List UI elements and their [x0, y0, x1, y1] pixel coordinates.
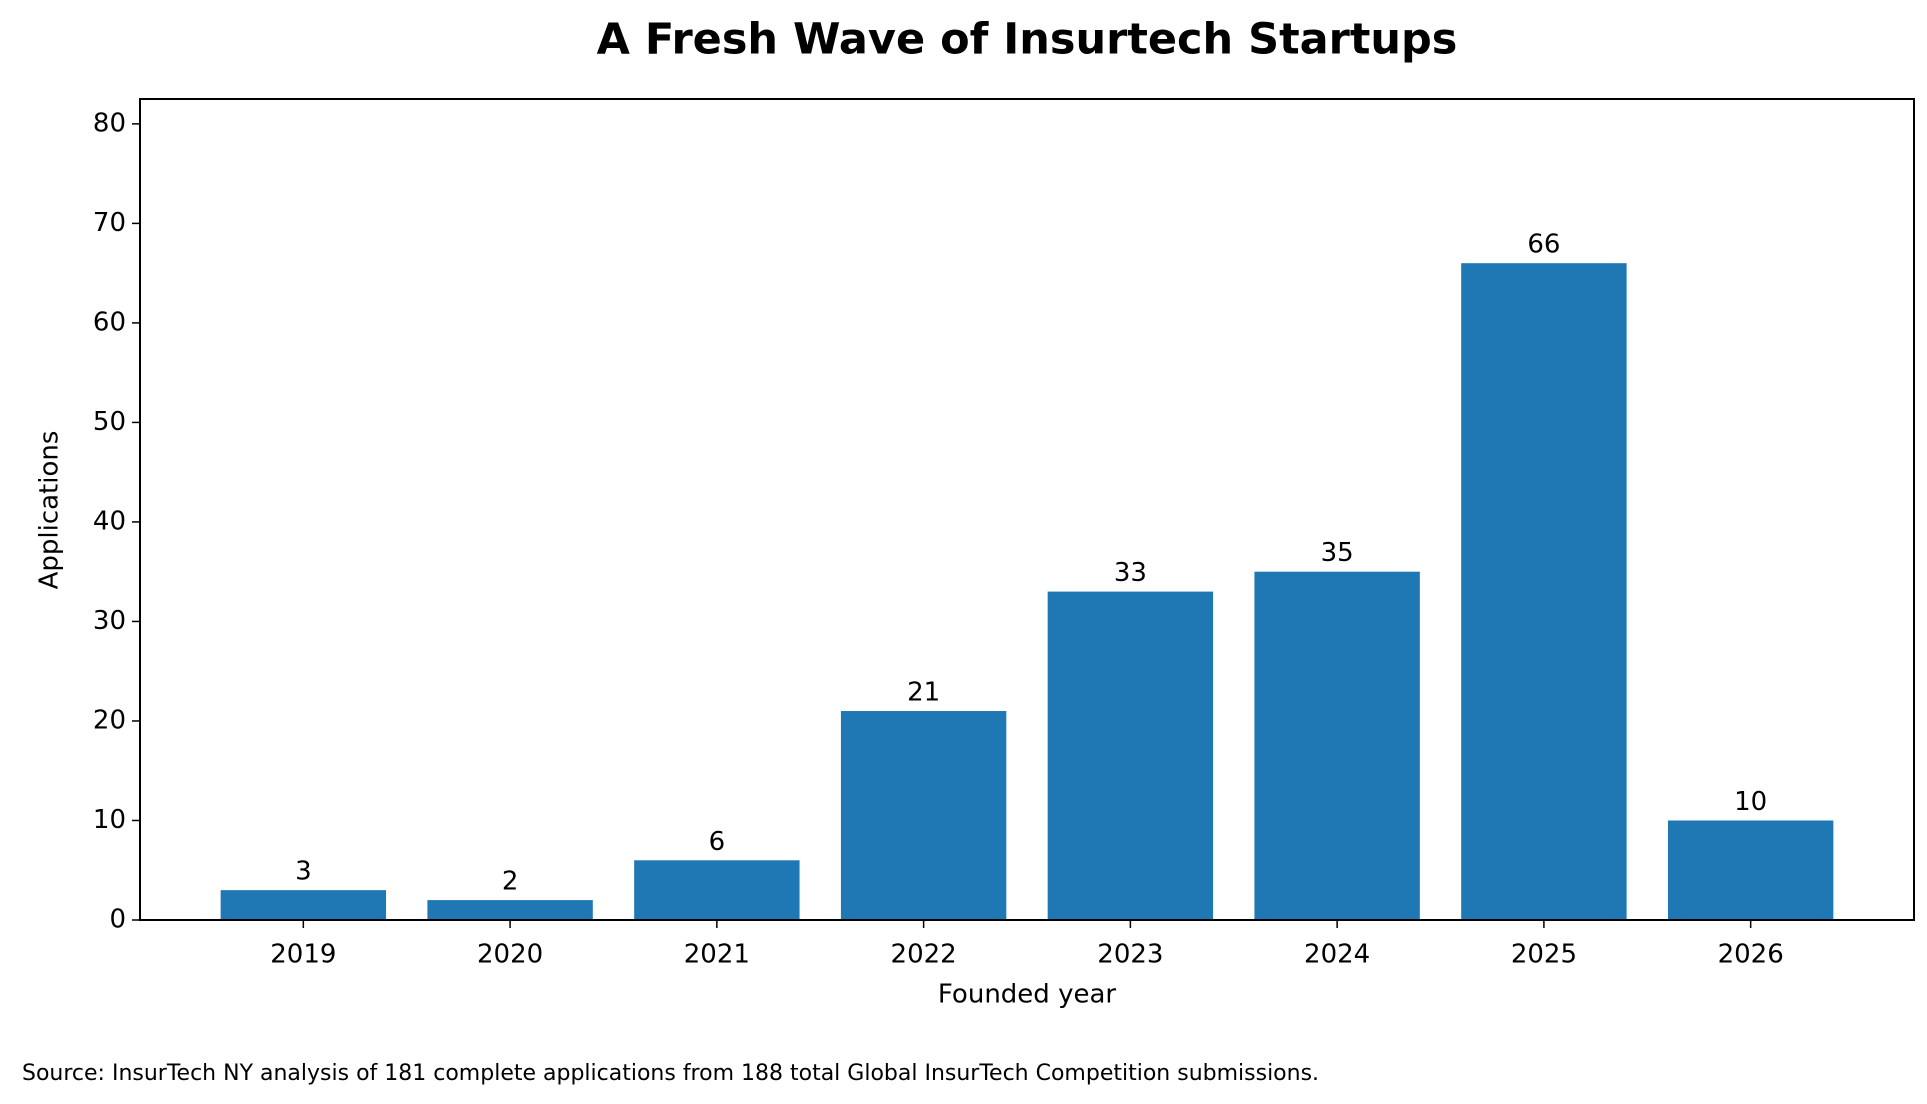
- y-tick-label: 0: [109, 905, 126, 935]
- value-label: 10: [1734, 787, 1767, 817]
- x-tick-label: 2025: [1511, 940, 1577, 970]
- value-label: 66: [1527, 230, 1560, 260]
- y-tick-label: 40: [93, 506, 126, 536]
- bar: [1667, 820, 1834, 920]
- plot-frame: [139, 98, 1915, 921]
- x-tick-label: 2020: [477, 940, 543, 970]
- y-tick-label: 30: [93, 606, 126, 636]
- x-tick-label: 2023: [1097, 940, 1163, 970]
- y-tick-label: 20: [93, 705, 126, 735]
- y-tick-label: 70: [93, 208, 126, 238]
- x-tick-label: 2022: [891, 940, 957, 970]
- bar: [220, 890, 387, 920]
- value-label: 21: [907, 678, 940, 708]
- bar: [840, 711, 1007, 920]
- chart-title: A Fresh Wave of Insurtech Startups: [597, 15, 1458, 65]
- x-axis-label: Founded year: [938, 980, 1116, 1010]
- source-note: Source: InsurTech NY analysis of 181 com…: [22, 1061, 1319, 1086]
- y-tick-label: 10: [93, 805, 126, 835]
- bar: [427, 900, 593, 920]
- x-tick-label: 2019: [270, 940, 336, 970]
- y-tick-label: 60: [93, 307, 126, 337]
- x-tick-label: 2021: [684, 940, 750, 970]
- x-tick-label: 2026: [1718, 940, 1784, 970]
- bar: [1461, 263, 1627, 920]
- value-label: 6: [709, 827, 726, 857]
- y-tick-label: 50: [93, 407, 126, 437]
- value-label: 33: [1114, 558, 1147, 588]
- bar: [1254, 571, 1420, 920]
- value-label: 35: [1321, 538, 1354, 568]
- y-axis-label: Applications: [35, 431, 65, 590]
- value-label: 2: [502, 867, 519, 897]
- value-label: 3: [295, 857, 312, 887]
- x-tick-label: 2024: [1304, 940, 1370, 970]
- y-tick-label: 80: [93, 108, 126, 138]
- bar: [1047, 591, 1214, 920]
- bar: [634, 860, 800, 920]
